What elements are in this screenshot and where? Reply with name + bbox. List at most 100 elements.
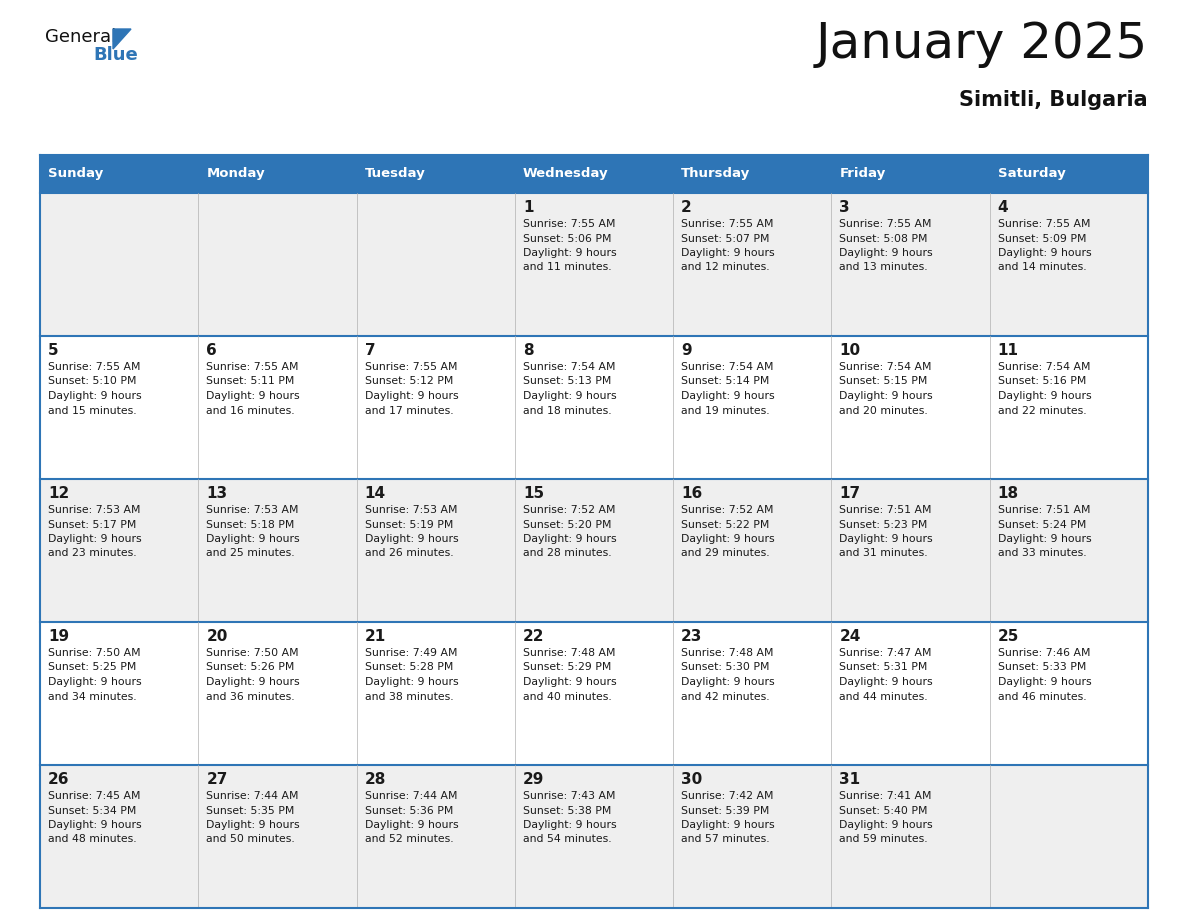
Text: Sunrise: 7:54 AM: Sunrise: 7:54 AM <box>681 362 773 372</box>
Bar <box>674 622 832 765</box>
Text: Daylight: 9 hours: Daylight: 9 hours <box>207 677 299 687</box>
Text: Sunset: 5:17 PM: Sunset: 5:17 PM <box>48 520 137 530</box>
Text: Daylight: 9 hours: Daylight: 9 hours <box>840 820 933 830</box>
Text: and 38 minutes.: and 38 minutes. <box>365 691 453 701</box>
Text: Sunrise: 7:50 AM: Sunrise: 7:50 AM <box>207 648 299 658</box>
Text: Sunset: 5:10 PM: Sunset: 5:10 PM <box>48 376 137 386</box>
Text: and 28 minutes.: and 28 minutes. <box>523 548 612 558</box>
Text: 18: 18 <box>998 486 1019 501</box>
Text: Daylight: 9 hours: Daylight: 9 hours <box>207 534 299 544</box>
Bar <box>514 479 674 622</box>
Bar <box>832 479 990 622</box>
Bar <box>990 336 1148 479</box>
Text: and 26 minutes.: and 26 minutes. <box>365 548 453 558</box>
Bar <box>990 765 1148 908</box>
Bar <box>832 765 990 908</box>
Bar <box>356 765 514 908</box>
Bar <box>514 622 674 765</box>
Text: and 36 minutes.: and 36 minutes. <box>207 691 295 701</box>
Text: Sunset: 5:06 PM: Sunset: 5:06 PM <box>523 233 612 243</box>
Text: 10: 10 <box>840 343 860 358</box>
Text: Sunset: 5:23 PM: Sunset: 5:23 PM <box>840 520 928 530</box>
Bar <box>198 765 356 908</box>
Bar <box>198 336 356 479</box>
Text: Sunset: 5:13 PM: Sunset: 5:13 PM <box>523 376 612 386</box>
Text: Wednesday: Wednesday <box>523 167 608 181</box>
Text: and 54 minutes.: and 54 minutes. <box>523 834 612 845</box>
Text: Sunrise: 7:51 AM: Sunrise: 7:51 AM <box>998 505 1091 515</box>
Text: Sunrise: 7:53 AM: Sunrise: 7:53 AM <box>365 505 457 515</box>
Bar <box>198 622 356 765</box>
Text: 27: 27 <box>207 772 228 787</box>
Text: 21: 21 <box>365 629 386 644</box>
Text: Sunset: 5:14 PM: Sunset: 5:14 PM <box>681 376 770 386</box>
Text: Daylight: 9 hours: Daylight: 9 hours <box>840 677 933 687</box>
Text: Sunset: 5:26 PM: Sunset: 5:26 PM <box>207 663 295 673</box>
Text: Sunset: 5:38 PM: Sunset: 5:38 PM <box>523 805 612 815</box>
Text: and 33 minutes.: and 33 minutes. <box>998 548 1086 558</box>
Text: 23: 23 <box>681 629 702 644</box>
Text: Sunrise: 7:55 AM: Sunrise: 7:55 AM <box>523 219 615 229</box>
Bar <box>198 155 356 193</box>
Text: Sunrise: 7:52 AM: Sunrise: 7:52 AM <box>681 505 773 515</box>
Text: Daylight: 9 hours: Daylight: 9 hours <box>998 391 1092 401</box>
Text: Sunrise: 7:44 AM: Sunrise: 7:44 AM <box>365 791 457 801</box>
Text: Daylight: 9 hours: Daylight: 9 hours <box>523 534 617 544</box>
Text: Sunrise: 7:51 AM: Sunrise: 7:51 AM <box>840 505 931 515</box>
Bar <box>40 193 198 336</box>
Text: Daylight: 9 hours: Daylight: 9 hours <box>365 534 459 544</box>
Text: Sunrise: 7:48 AM: Sunrise: 7:48 AM <box>523 648 615 658</box>
Text: Daylight: 9 hours: Daylight: 9 hours <box>840 248 933 258</box>
Bar <box>40 622 198 765</box>
Text: 16: 16 <box>681 486 702 501</box>
Text: Daylight: 9 hours: Daylight: 9 hours <box>523 677 617 687</box>
Text: 11: 11 <box>998 343 1019 358</box>
Text: 28: 28 <box>365 772 386 787</box>
Text: Daylight: 9 hours: Daylight: 9 hours <box>48 391 141 401</box>
Text: Sunrise: 7:55 AM: Sunrise: 7:55 AM <box>365 362 457 372</box>
Text: Sunrise: 7:42 AM: Sunrise: 7:42 AM <box>681 791 773 801</box>
Bar <box>198 479 356 622</box>
Text: and 17 minutes.: and 17 minutes. <box>365 406 453 416</box>
Text: Daylight: 9 hours: Daylight: 9 hours <box>523 391 617 401</box>
Text: Daylight: 9 hours: Daylight: 9 hours <box>840 534 933 544</box>
Bar <box>514 336 674 479</box>
Text: and 50 minutes.: and 50 minutes. <box>207 834 295 845</box>
Text: Sunset: 5:07 PM: Sunset: 5:07 PM <box>681 233 770 243</box>
Text: Sunset: 5:34 PM: Sunset: 5:34 PM <box>48 805 137 815</box>
Text: 4: 4 <box>998 200 1009 215</box>
Text: Daylight: 9 hours: Daylight: 9 hours <box>523 820 617 830</box>
Text: Sunrise: 7:54 AM: Sunrise: 7:54 AM <box>840 362 931 372</box>
Text: Daylight: 9 hours: Daylight: 9 hours <box>365 391 459 401</box>
Text: Sunset: 5:35 PM: Sunset: 5:35 PM <box>207 805 295 815</box>
Text: and 15 minutes.: and 15 minutes. <box>48 406 137 416</box>
Text: and 52 minutes.: and 52 minutes. <box>365 834 453 845</box>
Text: and 22 minutes.: and 22 minutes. <box>998 406 1086 416</box>
Text: and 29 minutes.: and 29 minutes. <box>681 548 770 558</box>
Text: Daylight: 9 hours: Daylight: 9 hours <box>207 820 299 830</box>
Bar <box>832 336 990 479</box>
Text: and 11 minutes.: and 11 minutes. <box>523 263 612 273</box>
Text: Sunrise: 7:55 AM: Sunrise: 7:55 AM <box>48 362 140 372</box>
Text: and 18 minutes.: and 18 minutes. <box>523 406 612 416</box>
Text: Sunset: 5:31 PM: Sunset: 5:31 PM <box>840 663 928 673</box>
Bar <box>832 155 990 193</box>
Bar <box>514 193 674 336</box>
Bar <box>40 336 198 479</box>
Text: Daylight: 9 hours: Daylight: 9 hours <box>998 534 1092 544</box>
Text: Sunrise: 7:55 AM: Sunrise: 7:55 AM <box>207 362 299 372</box>
Text: 25: 25 <box>998 629 1019 644</box>
Text: Sunrise: 7:46 AM: Sunrise: 7:46 AM <box>998 648 1091 658</box>
Text: Sunrise: 7:55 AM: Sunrise: 7:55 AM <box>681 219 773 229</box>
Bar <box>674 336 832 479</box>
Text: 24: 24 <box>840 629 861 644</box>
Text: Daylight: 9 hours: Daylight: 9 hours <box>365 820 459 830</box>
Text: Sunrise: 7:52 AM: Sunrise: 7:52 AM <box>523 505 615 515</box>
Text: Daylight: 9 hours: Daylight: 9 hours <box>998 677 1092 687</box>
Bar <box>990 479 1148 622</box>
Bar <box>674 155 832 193</box>
Text: and 23 minutes.: and 23 minutes. <box>48 548 137 558</box>
Text: Sunday: Sunday <box>48 167 103 181</box>
Text: and 13 minutes.: and 13 minutes. <box>840 263 928 273</box>
Text: Sunset: 5:40 PM: Sunset: 5:40 PM <box>840 805 928 815</box>
